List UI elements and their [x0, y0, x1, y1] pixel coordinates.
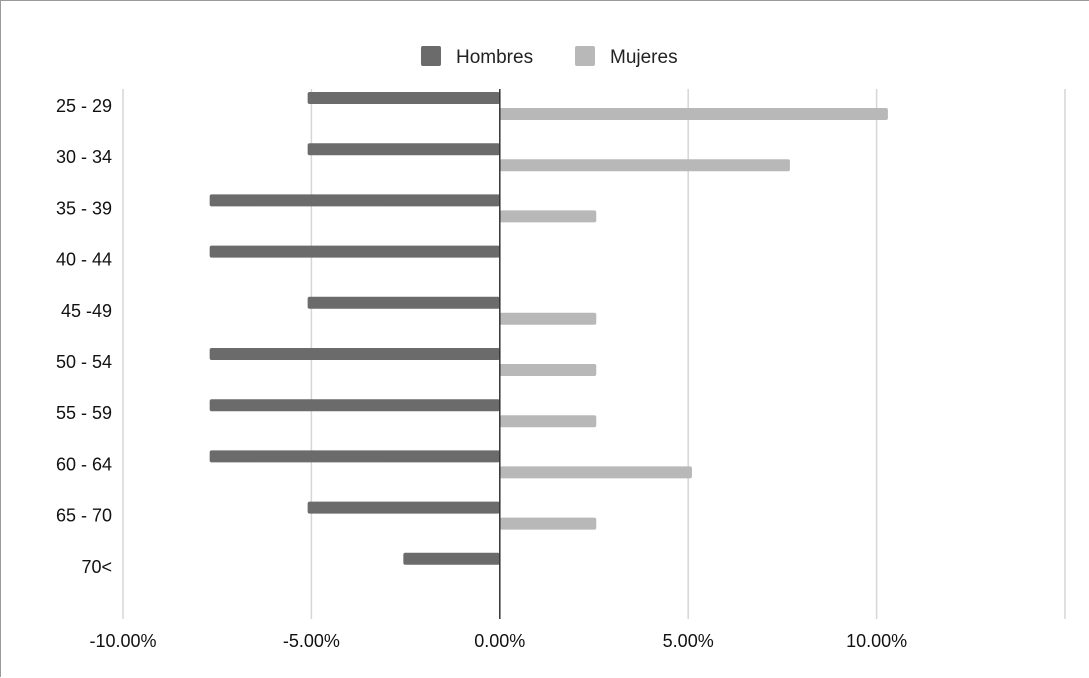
y-tick-label: 65 - 70	[56, 506, 112, 526]
y-tick-label: 55 - 59	[56, 403, 112, 423]
legend-label-1: Mujeres	[610, 47, 678, 68]
gridlines	[122, 89, 1066, 619]
bar-hombres-7	[209, 450, 500, 463]
y-tick-label: 35 - 39	[56, 198, 112, 218]
x-tick-label: 10.00%	[846, 631, 907, 651]
bars	[209, 92, 888, 565]
y-tick-label: 25 - 29	[56, 96, 112, 116]
x-tick-label: 0.00%	[474, 631, 525, 651]
bar-mujeres-2	[499, 210, 597, 223]
x-tick-label: -5.00%	[283, 631, 340, 651]
legend-swatch-1	[575, 46, 595, 66]
y-tick-label: 40 - 44	[56, 250, 112, 270]
legend-swatch-0	[421, 46, 441, 66]
bar-hombres-9	[403, 552, 500, 565]
y-axis-labels: 25 - 29 30 - 34 35 - 39 40 - 44 45 -49 50 - 5…	[56, 96, 112, 577]
y-tick-label: 30 - 34	[56, 147, 112, 167]
bar-mujeres-4	[499, 312, 597, 325]
bar-mujeres-7	[499, 466, 692, 479]
y-tick-label: 50 - 54	[56, 352, 112, 372]
bar-hombres-3	[209, 245, 500, 258]
y-tick-label: 45 -49	[61, 301, 112, 321]
x-tick-label: 5.00%	[663, 631, 714, 651]
bar-hombres-1	[307, 143, 500, 156]
bar-hombres-2	[209, 194, 500, 207]
x-tick-label: -10.00%	[89, 631, 156, 651]
bar-mujeres-0	[499, 108, 888, 120]
y-tick-label: 70<	[81, 557, 112, 577]
bar-mujeres-5	[499, 364, 597, 376]
bar-hombres-6	[209, 399, 500, 412]
bar-hombres-0	[307, 92, 500, 104]
bar-hombres-8	[307, 501, 500, 514]
x-axis-labels: -10.00% -5.00% 0.00% 5.00% 10.00%	[89, 631, 907, 651]
y-tick-label: 60 - 64	[56, 454, 112, 474]
bar-hombres-4	[307, 296, 500, 309]
bar-hombres-5	[209, 348, 500, 360]
bar-mujeres-1	[499, 159, 790, 172]
bar-mujeres-8	[499, 517, 597, 530]
legend: Hombres Mujeres	[421, 46, 678, 68]
legend-label-0: Hombres	[456, 47, 533, 68]
bar-mujeres-6	[499, 415, 597, 428]
